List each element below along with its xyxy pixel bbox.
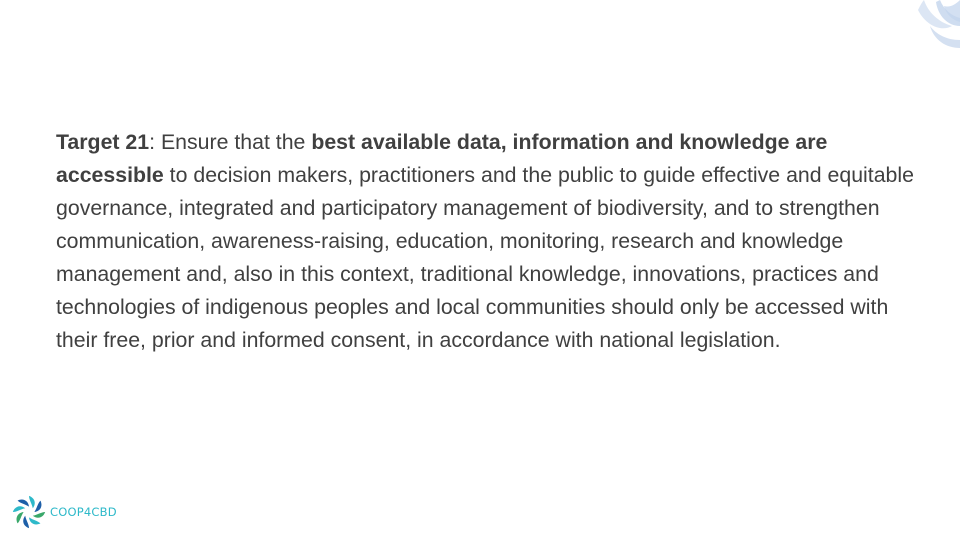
logo-text: COOP4CBD [50,505,117,519]
coop4cbd-logo-icon [12,495,46,529]
target-highlight: best available data, information and kno… [56,130,828,187]
target-separator: : Ensure that the [149,130,312,154]
target-body: to decision makers, practitioners and th… [56,163,914,352]
target-description: Target 21: Ensure that the best availabl… [56,126,926,357]
coop4cbd-logo: COOP4CBD [10,493,117,531]
target-label: Target 21 [56,130,150,154]
leaf-decoration-icon [918,0,960,48]
